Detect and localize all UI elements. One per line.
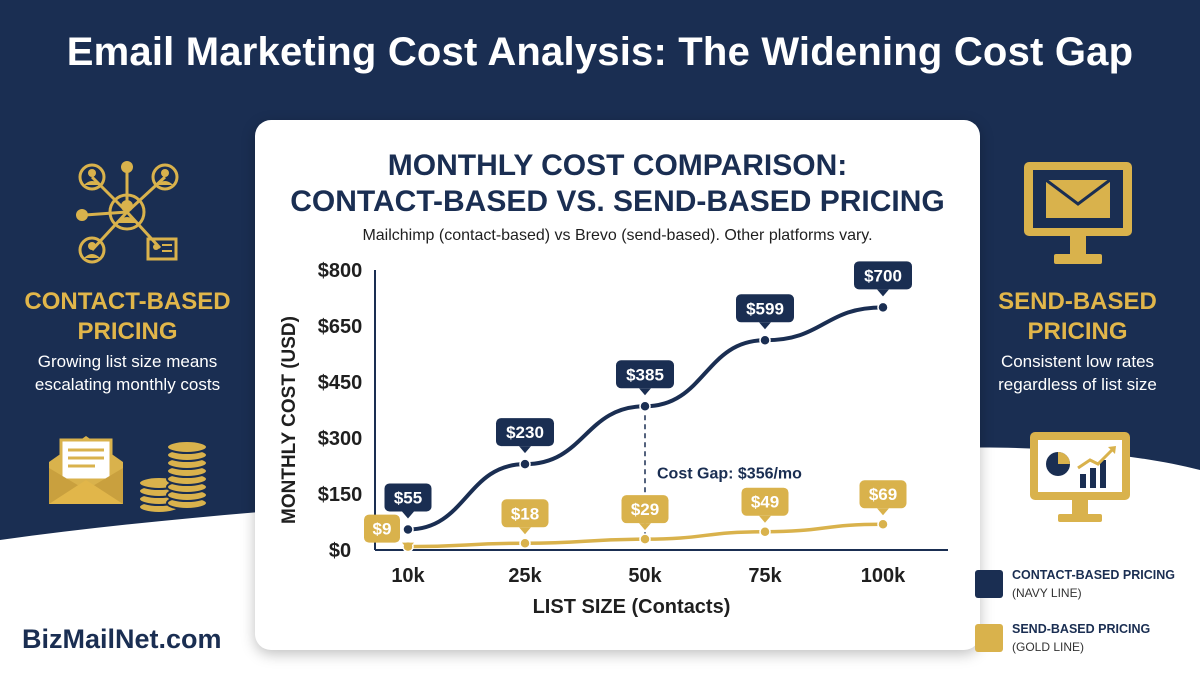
left-desc-line2: escalating monthly costs	[34, 375, 221, 394]
legend-swatch-gold	[975, 624, 1003, 652]
y-tick-label: $150	[318, 484, 363, 506]
contact-based-point	[877, 301, 889, 314]
line-chart: $0 $150 $300 $450 $650 $800 10k 25k 50k 75k 100k LI…	[279, 260, 948, 618]
contact-based-point	[759, 334, 771, 347]
send-based-data-label: $69	[869, 485, 897, 504]
page-title: Email Marketing Cost Analysis: The Widen…	[66, 30, 1134, 74]
send-based-label-box	[741, 487, 789, 516]
contact-based-data-label: $700	[864, 266, 902, 285]
send-based-label-pointer	[639, 523, 651, 531]
brand-name: BizMailNet.com	[22, 624, 222, 654]
contact-based-label-box	[384, 483, 432, 512]
chart-title-line2: CONTACT-BASED VS. SEND-BASED PRICING	[290, 185, 945, 218]
chart-subtitle: Mailchimp (contact-based) vs Brevo (send…	[362, 227, 873, 244]
chart-title: MONTHLY COST COMPARISON: CONTACT-BASED V…	[255, 148, 980, 220]
send-based-data-label: $29	[631, 500, 659, 519]
contact-based-label-pointer	[402, 511, 414, 519]
contact-based-label-pointer	[639, 388, 651, 396]
contact-based-label-pointer	[519, 446, 531, 454]
contact-based-label-box	[616, 360, 674, 389]
y-tick-label: $650	[318, 316, 363, 338]
send-based-label-box	[501, 499, 549, 528]
legend-swatch-navy	[975, 570, 1003, 598]
left-heading-line1: CONTACT-BASED	[24, 288, 231, 315]
contact-based-label-box	[496, 418, 554, 447]
contact-based-label-box	[854, 261, 912, 290]
contact-based-point	[402, 523, 414, 536]
send-based-point	[639, 533, 651, 545]
y-tick-label: $450	[318, 372, 363, 394]
cost-gap-annotation: Cost Gap: $356/mo	[657, 466, 802, 483]
coins-icon	[138, 440, 208, 514]
legend-note: (GOLD LINE)	[1012, 640, 1085, 654]
send-based-data-label: $18	[511, 504, 539, 523]
x-tick-label: 10k	[391, 565, 425, 587]
send-based-label-pointer	[759, 515, 771, 523]
x-tick-label: 100k	[861, 565, 906, 587]
right-heading-line1: SEND-BASED	[998, 288, 1157, 315]
x-tick-label: 50k	[628, 565, 662, 587]
contact-based-data-label: $55	[394, 488, 422, 507]
send-based-label-box	[364, 514, 400, 543]
x-axis-label: LIST SIZE (Contacts)	[533, 596, 731, 618]
contact-based-data-label: $599	[746, 299, 784, 318]
send-based-label-box	[621, 495, 669, 524]
send-based-point	[759, 525, 771, 538]
right-desc-line1: Consistent low rates	[1000, 352, 1155, 371]
monitor-envelope-icon	[1024, 162, 1132, 264]
envelope-open-icon	[49, 436, 123, 504]
x-tick-label: 75k	[748, 565, 782, 587]
contact-based-label-box	[736, 294, 794, 323]
legend-item-contact: CONTACT-BASED PRICING (NAVY LINE)	[975, 566, 1200, 612]
legend-note: (NAVY LINE)	[1012, 586, 1082, 600]
contact-based-data-label: $385	[626, 365, 664, 384]
y-tick-label: $800	[318, 260, 363, 282]
left-description: Growing list size means escalating month…	[5, 350, 250, 396]
contact-based-point	[639, 400, 651, 413]
legend-item-send: SEND-BASED PRICING (GOLD LINE)	[975, 620, 1200, 666]
send-based-label-pointer	[877, 508, 889, 516]
y-axis-label: MONTHLY COST (USD)	[279, 316, 300, 524]
y-tick-label: $0	[329, 540, 351, 562]
left-heading: CONTACT-BASED PRICING	[10, 287, 245, 347]
legend-label: SEND-BASED PRICING	[1012, 622, 1151, 636]
y-tick-label: $300	[318, 428, 363, 450]
contact-based-label-pointer	[877, 289, 889, 297]
send-based-label-box	[859, 480, 907, 509]
right-desc-line2: regardless of list size	[998, 375, 1157, 394]
chart-legend: CONTACT-BASED PRICING (NAVY LINE) SEND-B…	[975, 566, 1200, 674]
chart-title-line1: MONTHLY COST COMPARISON:	[387, 149, 848, 182]
chart-card: MONTHLY COST COMPARISON: CONTACT-BASED V…	[255, 120, 980, 650]
send-based-data-label: $9	[373, 520, 392, 539]
right-heading-line2: PRICING	[1027, 318, 1128, 345]
left-desc-line1: Growing list size means	[37, 352, 218, 371]
x-tick-label: 25k	[508, 565, 542, 587]
send-based-point	[877, 518, 889, 530]
left-heading-line2: PRICING	[77, 318, 178, 345]
send-based-label-pointer	[402, 542, 414, 550]
contact-based-label-pointer	[759, 322, 771, 330]
send-based-data-label: $49	[751, 493, 779, 512]
send-based-point	[519, 537, 531, 550]
monitor-chart-icon	[1030, 432, 1130, 522]
send-based-label-pointer	[519, 527, 531, 535]
network-people-icon	[76, 161, 179, 264]
right-heading: SEND-BASED PRICING	[960, 287, 1195, 347]
contact-based-point	[519, 458, 531, 470]
right-description: Consistent low rates regardless of list …	[955, 350, 1200, 396]
contact-based-data-label: $230	[506, 423, 544, 442]
legend-label: CONTACT-BASED PRICING	[1012, 568, 1175, 582]
